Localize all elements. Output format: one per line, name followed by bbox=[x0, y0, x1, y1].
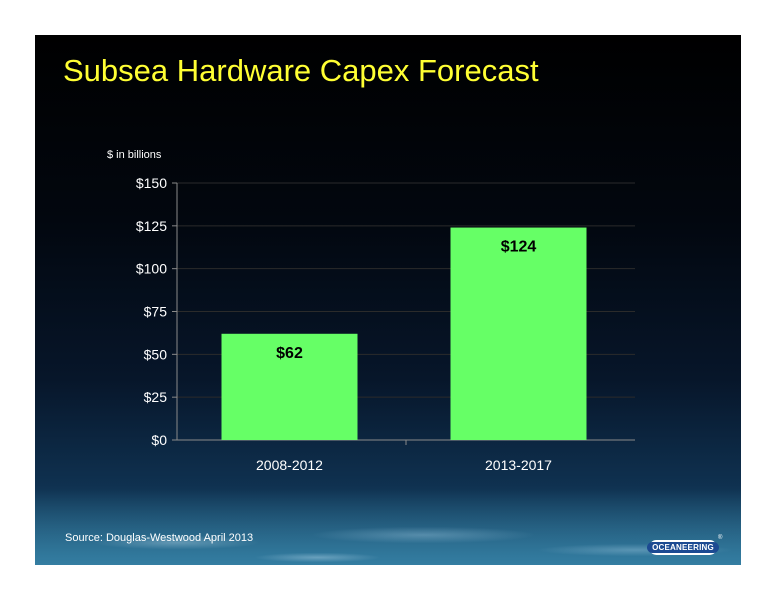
x-tick-label: 2013-2017 bbox=[485, 457, 552, 473]
registered-mark: ® bbox=[718, 535, 723, 541]
y-tick-label: $125 bbox=[136, 218, 167, 234]
slide-title: Subsea Hardware Capex Forecast bbox=[63, 53, 539, 88]
y-tick-label: $75 bbox=[144, 304, 168, 320]
x-tick-label: 2008-2012 bbox=[256, 457, 323, 473]
data-label: $62 bbox=[276, 345, 303, 362]
bar bbox=[450, 227, 587, 440]
y-tick-label: $150 bbox=[136, 175, 167, 191]
y-tick-label: $100 bbox=[136, 261, 167, 277]
y-tick-label: $25 bbox=[144, 389, 168, 405]
seafloor-background bbox=[35, 490, 741, 565]
bar bbox=[221, 333, 358, 440]
y-tick-label: $50 bbox=[144, 346, 168, 362]
source-note: Source: Douglas-Westwood April 2013 bbox=[65, 532, 254, 544]
logo-text: OCEANEERING bbox=[647, 542, 719, 553]
unit-label: $ in billions bbox=[107, 149, 162, 161]
oceaneering-logo: OCEANEERING bbox=[647, 540, 719, 555]
y-tick-label: $0 bbox=[151, 432, 167, 448]
data-label: $124 bbox=[501, 239, 537, 256]
slide: Subsea Hardware Capex Forecast $ in bill… bbox=[35, 35, 741, 565]
bar-chart: $0 $25 $50 $75 $100 $125 $150 $62 2008-2012 $124 2… bbox=[136, 175, 635, 473]
